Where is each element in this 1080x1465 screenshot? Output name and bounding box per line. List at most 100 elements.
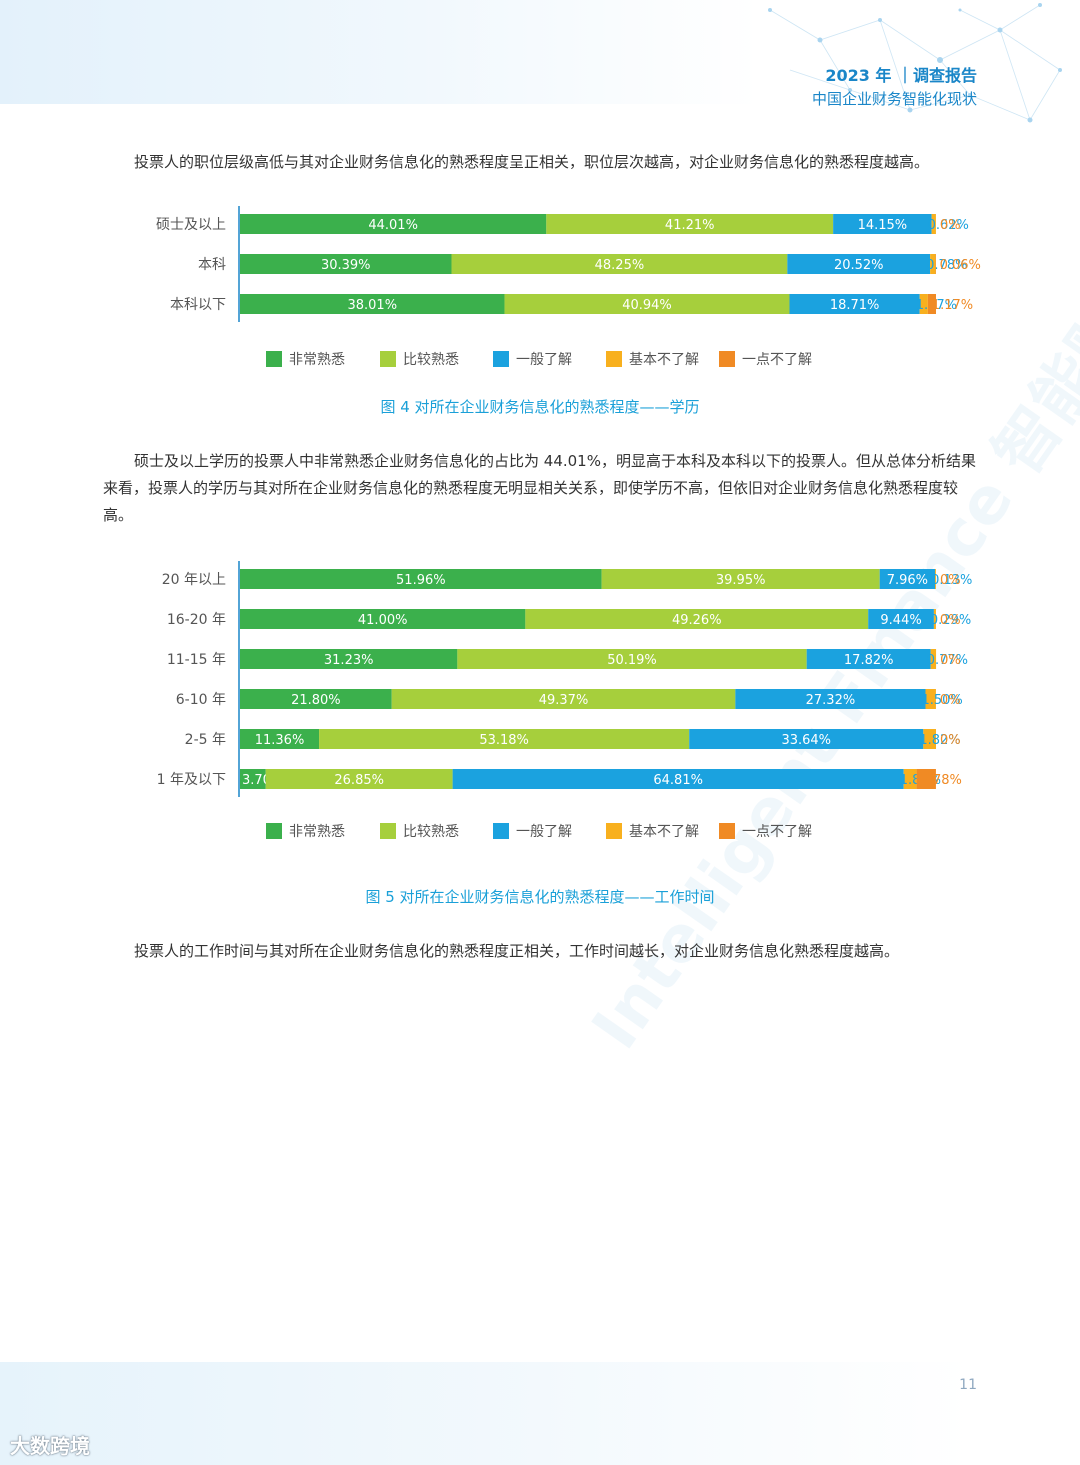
- paragraph-education: 硕士及以上学历的投票人中非常熟悉企业财务信息化的占比为 44.01%，明显高于本…: [103, 452, 976, 524]
- data-label: 0%: [940, 693, 961, 708]
- bar-segment: [927, 294, 936, 314]
- data-label: 31.23%: [324, 653, 374, 668]
- data-label: 48.25%: [595, 258, 645, 273]
- bar-segment: [930, 254, 936, 274]
- paragraph-work-years: 投票人的工作时间与其对所在企业财务信息化的熟悉程度正相关，工作时间越长，对企业财…: [134, 942, 900, 960]
- bar-segment: [833, 214, 932, 234]
- paragraph-position-level: 投票人的职位层级高低与其对企业财务信息化的熟悉程度呈正相关，职位层次越高，对企业…: [134, 153, 930, 171]
- legend-label: 非常熟悉: [289, 824, 345, 840]
- bar-segment: [933, 609, 936, 629]
- bar-segment: [916, 769, 936, 789]
- data-label: 0.78%: [926, 258, 967, 273]
- bar-segment: [868, 609, 934, 629]
- data-label: 53.18%: [479, 733, 529, 748]
- category-label: 本科以下: [170, 297, 226, 313]
- legend-label: 一般了解: [516, 824, 572, 840]
- bar-segment: [879, 569, 936, 589]
- data-label: 17.82%: [844, 653, 894, 668]
- data-label: 9.44%: [880, 613, 921, 628]
- bar-segment: [806, 649, 931, 669]
- network-decoration-icon: [768, 3, 1062, 123]
- data-label: 1.50%: [921, 693, 962, 708]
- data-label: 51.96%: [396, 573, 446, 588]
- chart-education: 硕士及以上 44.01% 41.21% 14.15% 0.62%0% 本科 30.39% 48…: [156, 206, 981, 368]
- bar-segment: [451, 254, 788, 274]
- bar-segment: [240, 214, 547, 234]
- bar-segment: [240, 294, 505, 314]
- data-label: 7.96%: [887, 573, 928, 588]
- data-label: 0.13%: [931, 573, 972, 588]
- report-subtitle: 中国企业财务智能化现状: [811, 90, 977, 108]
- data-label: 41.21%: [665, 218, 715, 233]
- legend-label: 一般了解: [516, 352, 572, 368]
- bar-segment: [391, 689, 736, 709]
- data-label: 26.85%: [334, 773, 384, 788]
- bar-segment: [735, 689, 926, 709]
- data-label: 30.39%: [321, 258, 371, 273]
- data-label: 0%: [940, 573, 961, 588]
- data-label: 0%: [940, 613, 961, 628]
- bar-segment: [319, 729, 690, 749]
- category-label: 6-10 年: [176, 692, 226, 708]
- data-label: 39.95%: [716, 573, 766, 588]
- header-band: [0, 0, 760, 104]
- bar-segment: [265, 769, 453, 789]
- data-label: 0%: [940, 218, 961, 233]
- bar-segment: [525, 609, 869, 629]
- category-label: 20 年以上: [162, 572, 226, 588]
- data-label: 1.82%: [919, 733, 960, 748]
- bar-segment: [931, 214, 936, 234]
- bar-segment: [787, 254, 931, 274]
- data-label: 40.94%: [622, 298, 672, 313]
- data-label: 64.81%: [653, 773, 703, 788]
- bar-segment: [930, 649, 937, 669]
- category-label: 11-15 年: [167, 652, 226, 668]
- data-label: 33.64%: [781, 733, 831, 748]
- bar-segment: [689, 729, 924, 749]
- data-label: 21.80%: [291, 693, 341, 708]
- data-label: 20.52%: [834, 258, 884, 273]
- legend-label: 基本不了解: [629, 351, 699, 368]
- footer-band: [0, 1362, 1080, 1465]
- data-label: 41.00%: [358, 613, 408, 628]
- bar-segment: [240, 254, 452, 274]
- bar-segment: [452, 769, 904, 789]
- data-label: 49.26%: [672, 613, 722, 628]
- bar-segment: [240, 609, 526, 629]
- bar-segment: [240, 769, 266, 789]
- bar-segment: [240, 569, 602, 589]
- data-label: 0%: [940, 733, 961, 748]
- legend-swatch: [266, 823, 282, 839]
- data-label: 2.78%: [921, 773, 962, 788]
- data-label: 0.62%: [928, 218, 969, 233]
- data-label: 50.19%: [607, 653, 657, 668]
- data-label: 44.01%: [368, 218, 418, 233]
- bar-segment: [925, 689, 936, 709]
- chart-work-years: 20 年以上 51.96% 39.95% 7.96% 0.13%0%16-20 年 41.…: [157, 561, 972, 840]
- category-label: 1 年及以下: [157, 772, 226, 788]
- figure-5-caption: 图 5 对所在企业财务信息化的熟悉程度——工作时间: [365, 888, 715, 906]
- data-label: 1.17%: [916, 298, 957, 313]
- source-logo: 大数跨境: [10, 1434, 90, 1458]
- legend-swatch: [719, 351, 735, 367]
- legend-label: 基本不了解: [629, 823, 699, 840]
- legend-swatch: [719, 823, 735, 839]
- data-label: 38.01%: [347, 298, 397, 313]
- category-label: 16-20 年: [167, 612, 226, 628]
- data-label: 0.06%: [940, 258, 981, 273]
- legend-label: 非常熟悉: [289, 352, 345, 368]
- legend-swatch: [266, 351, 282, 367]
- legend-swatch: [493, 351, 509, 367]
- data-label: 1.17%: [932, 298, 973, 313]
- legend-label: 比较熟悉: [403, 824, 459, 840]
- data-label: 27.32%: [806, 693, 856, 708]
- bar-segment: [903, 769, 917, 789]
- bar-segment: [240, 729, 320, 749]
- data-label: 49.37%: [539, 693, 589, 708]
- bar-segment: [601, 569, 880, 589]
- bar-segment: [240, 649, 458, 669]
- category-label: 硕士及以上: [156, 217, 226, 233]
- bar-segment: [789, 294, 920, 314]
- bar-segment: [504, 294, 790, 314]
- legend-swatch: [493, 823, 509, 839]
